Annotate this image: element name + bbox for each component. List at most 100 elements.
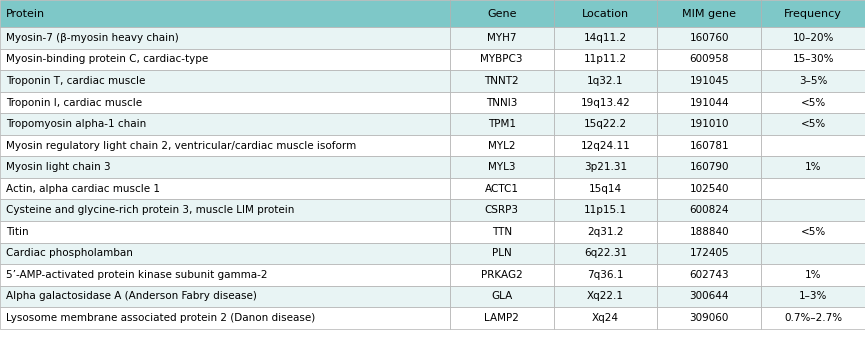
Text: 12q24.11: 12q24.11 xyxy=(580,140,631,151)
Bar xyxy=(554,286,657,307)
Text: Myosin light chain 3: Myosin light chain 3 xyxy=(6,162,111,172)
Bar xyxy=(0,70,450,92)
Text: 191045: 191045 xyxy=(689,76,729,86)
Bar xyxy=(450,0,554,27)
Bar xyxy=(0,49,450,70)
Bar xyxy=(450,307,554,329)
Text: 1%: 1% xyxy=(804,162,822,172)
Text: Location: Location xyxy=(582,8,629,19)
Text: 300644: 300644 xyxy=(689,291,729,301)
Bar xyxy=(0,221,450,243)
Text: LAMP2: LAMP2 xyxy=(484,313,519,323)
Text: Gene: Gene xyxy=(487,8,516,19)
Text: 188840: 188840 xyxy=(689,227,729,237)
Text: Xq22.1: Xq22.1 xyxy=(587,291,624,301)
Bar xyxy=(657,307,761,329)
Text: 3–5%: 3–5% xyxy=(799,76,827,86)
Bar xyxy=(761,135,865,156)
Text: 600824: 600824 xyxy=(689,205,729,215)
Bar xyxy=(554,49,657,70)
Bar xyxy=(657,0,761,27)
Text: 600958: 600958 xyxy=(689,54,729,65)
Bar xyxy=(450,199,554,221)
Bar xyxy=(450,135,554,156)
Bar xyxy=(761,70,865,92)
Bar xyxy=(0,135,450,156)
Text: MYL2: MYL2 xyxy=(488,140,516,151)
Text: 1%: 1% xyxy=(804,270,822,280)
Bar xyxy=(0,286,450,307)
Bar xyxy=(554,27,657,49)
Text: 172405: 172405 xyxy=(689,248,729,258)
Bar xyxy=(450,221,554,243)
Bar xyxy=(450,27,554,49)
Bar xyxy=(0,156,450,178)
Text: 102540: 102540 xyxy=(689,184,729,194)
Bar xyxy=(761,0,865,27)
Bar xyxy=(554,307,657,329)
Bar xyxy=(761,178,865,199)
Bar xyxy=(657,135,761,156)
Text: PRKAG2: PRKAG2 xyxy=(481,270,522,280)
Bar xyxy=(657,243,761,264)
Text: 15q14: 15q14 xyxy=(589,184,622,194)
Bar xyxy=(657,92,761,113)
Bar xyxy=(761,243,865,264)
Text: 11p15.1: 11p15.1 xyxy=(584,205,627,215)
Bar xyxy=(450,286,554,307)
Bar xyxy=(657,156,761,178)
Bar xyxy=(554,113,657,135)
Text: Cardiac phospholamban: Cardiac phospholamban xyxy=(6,248,133,258)
Bar xyxy=(761,286,865,307)
Text: TNNI3: TNNI3 xyxy=(486,97,517,108)
Bar xyxy=(554,243,657,264)
Text: TTN: TTN xyxy=(491,227,512,237)
Text: Troponin T, cardiac muscle: Troponin T, cardiac muscle xyxy=(6,76,145,86)
Bar xyxy=(657,49,761,70)
Text: TNNT2: TNNT2 xyxy=(484,76,519,86)
Text: <5%: <5% xyxy=(800,97,826,108)
Bar xyxy=(554,199,657,221)
Bar xyxy=(657,70,761,92)
Text: PLN: PLN xyxy=(492,248,511,258)
Text: 19q13.42: 19q13.42 xyxy=(580,97,631,108)
Text: CSRP3: CSRP3 xyxy=(484,205,519,215)
Text: 1q32.1: 1q32.1 xyxy=(587,76,624,86)
Text: 191044: 191044 xyxy=(689,97,729,108)
Bar xyxy=(657,264,761,286)
Text: 160790: 160790 xyxy=(689,162,729,172)
Text: Troponin I, cardiac muscle: Troponin I, cardiac muscle xyxy=(6,97,142,108)
Text: Actin, alpha cardiac muscle 1: Actin, alpha cardiac muscle 1 xyxy=(6,184,160,194)
Bar xyxy=(450,49,554,70)
Bar xyxy=(450,156,554,178)
Bar xyxy=(450,243,554,264)
Bar xyxy=(0,264,450,286)
Bar xyxy=(554,156,657,178)
Text: <5%: <5% xyxy=(800,227,826,237)
Text: 14q11.2: 14q11.2 xyxy=(584,33,627,43)
Text: Frequency: Frequency xyxy=(785,8,842,19)
Bar xyxy=(554,0,657,27)
Bar xyxy=(761,156,865,178)
Text: TPM1: TPM1 xyxy=(488,119,516,129)
Bar xyxy=(554,70,657,92)
Text: GLA: GLA xyxy=(491,291,512,301)
Bar xyxy=(657,286,761,307)
Text: 0.7%–2.7%: 0.7%–2.7% xyxy=(784,313,843,323)
Bar xyxy=(761,27,865,49)
Text: 160760: 160760 xyxy=(689,33,729,43)
Text: 7q36.1: 7q36.1 xyxy=(587,270,624,280)
Bar xyxy=(657,221,761,243)
Bar xyxy=(761,264,865,286)
Text: MYH7: MYH7 xyxy=(487,33,516,43)
Text: Titin: Titin xyxy=(6,227,29,237)
Bar xyxy=(0,178,450,199)
Bar xyxy=(450,70,554,92)
Text: 11p11.2: 11p11.2 xyxy=(584,54,627,65)
Bar xyxy=(554,135,657,156)
Text: Myosin-7 (β-myosin heavy chain): Myosin-7 (β-myosin heavy chain) xyxy=(6,33,179,43)
Text: 5’-AMP-activated protein kinase subunit gamma-2: 5’-AMP-activated protein kinase subunit … xyxy=(6,270,267,280)
Text: 3p21.31: 3p21.31 xyxy=(584,162,627,172)
Bar xyxy=(0,199,450,221)
Text: 309060: 309060 xyxy=(689,313,729,323)
